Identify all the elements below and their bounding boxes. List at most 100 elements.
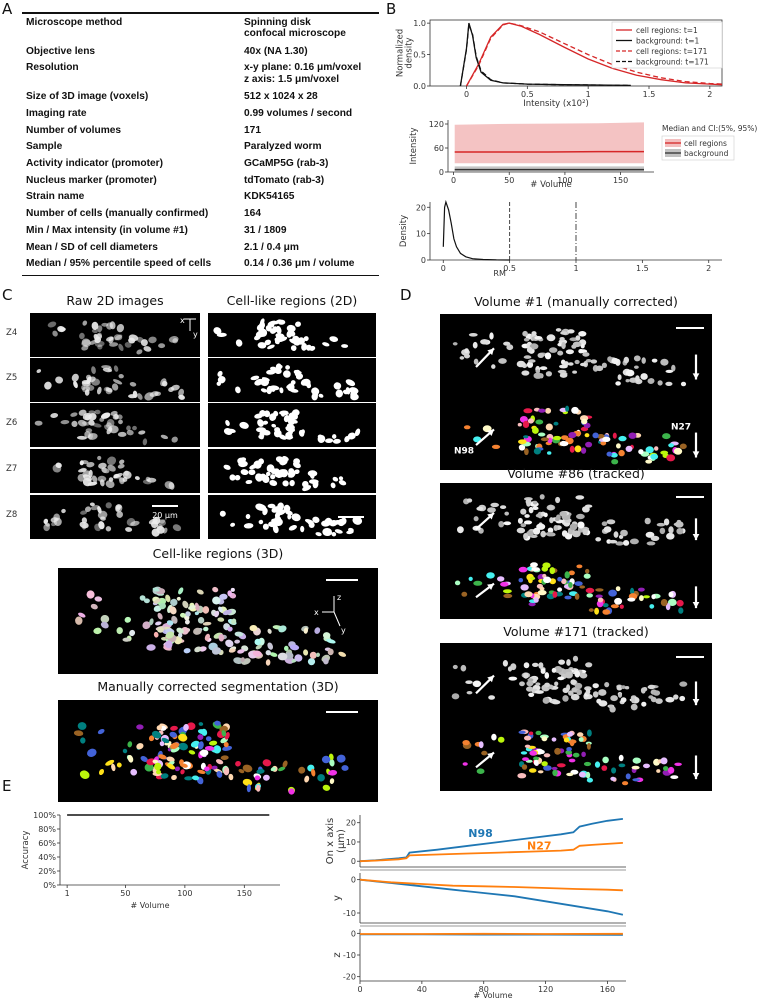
cell-gray: [476, 506, 484, 511]
cell-color: [610, 604, 619, 609]
cell: [184, 776, 193, 781]
cell: [77, 722, 87, 730]
mask-cells: [223, 456, 347, 492]
cell-color: [476, 768, 485, 774]
cell: [106, 456, 117, 466]
cell-color: [585, 441, 593, 448]
cell-color: [650, 453, 659, 460]
cell: [298, 766, 306, 774]
cell: [234, 631, 244, 637]
cell: [257, 332, 262, 338]
cell: [345, 387, 351, 395]
cell-color: [528, 602, 536, 607]
cell: [132, 425, 137, 431]
x-tick-label: 0.5: [503, 264, 516, 273]
cell: [185, 611, 191, 617]
cell: [338, 476, 344, 481]
cell-color: [530, 562, 538, 568]
cell: [100, 614, 110, 624]
table-bottom-rule: [22, 274, 379, 277]
cell-color: [557, 576, 563, 582]
cell: [318, 393, 324, 398]
cell: [130, 768, 138, 776]
cell: [156, 525, 165, 534]
ci-band: [454, 122, 644, 164]
cell: [190, 740, 200, 748]
cell: [263, 774, 270, 781]
cell-gray: [524, 514, 530, 518]
scale-bar-label: 20 μm: [152, 511, 178, 520]
cell: [308, 522, 315, 528]
cell: [269, 652, 278, 657]
cell: [325, 438, 334, 444]
cell-color: [649, 604, 655, 609]
cell-gray: [656, 522, 666, 527]
cell-gray: [560, 331, 568, 335]
cell-gray: [465, 680, 473, 684]
cell-gray: [532, 527, 541, 535]
cell: [265, 324, 272, 332]
cell: [212, 586, 219, 593]
cell-color: [462, 740, 470, 746]
n27-label: N27: [671, 422, 691, 432]
cell: [228, 648, 236, 653]
cell: [258, 519, 264, 525]
cell: [335, 389, 344, 398]
cell-color: [625, 445, 633, 452]
cell-gray: [551, 667, 557, 673]
cell: [262, 507, 268, 516]
cell: [288, 468, 295, 475]
cell-gray: [540, 530, 546, 538]
z-label: Z5: [6, 373, 18, 383]
cell-gray: [506, 344, 514, 351]
cell: [317, 774, 325, 782]
cell: [266, 369, 276, 375]
cell-color: [572, 752, 580, 758]
density-line: [442, 199, 510, 261]
cell-color: [463, 425, 471, 430]
cell-color: [631, 765, 640, 770]
cell: [171, 774, 177, 781]
cell: [99, 417, 105, 422]
cell: [354, 428, 361, 437]
cell: [300, 525, 305, 533]
cell-gray: [521, 370, 530, 376]
cell-color: [524, 591, 533, 598]
cell-color: [564, 571, 570, 579]
table-row: Sample Paralyzed worm: [22, 141, 379, 153]
cell-color: [524, 448, 529, 456]
x-tick-label: 40: [417, 985, 427, 994]
cell-gray: [595, 537, 602, 542]
cell: [336, 754, 346, 763]
cell: [269, 413, 277, 421]
cell: [266, 464, 275, 472]
table-key: Size of 3D image (voxels): [26, 91, 149, 103]
cell: [100, 516, 106, 521]
cell: [315, 652, 321, 657]
cell: [315, 532, 322, 537]
cell-gray: [533, 372, 543, 379]
cell-gray: [631, 696, 636, 704]
cell-gray: [671, 364, 676, 372]
cell: [295, 321, 301, 327]
cell-color: [586, 777, 593, 783]
raw-cells: [52, 455, 175, 490]
y-tick-label: 20%: [38, 867, 56, 876]
table-top-rule: [22, 12, 379, 14]
y-axis-label: y: [341, 626, 346, 635]
cell-gray: [582, 528, 588, 536]
cell-gray: [502, 660, 508, 667]
cell: [171, 615, 178, 624]
cell-color: [656, 769, 661, 773]
arrow-head: [692, 699, 700, 706]
cell-gray: [545, 371, 552, 377]
arrow-head: [487, 675, 494, 683]
raw-cells: [36, 365, 185, 401]
cell-gray: [544, 672, 550, 679]
table-row: Imaging rate 0.99 volumes / second: [22, 108, 379, 120]
x-tick-label: 150: [613, 176, 628, 185]
cell: [122, 748, 128, 754]
cell: [303, 336, 309, 342]
cell: [352, 516, 363, 525]
